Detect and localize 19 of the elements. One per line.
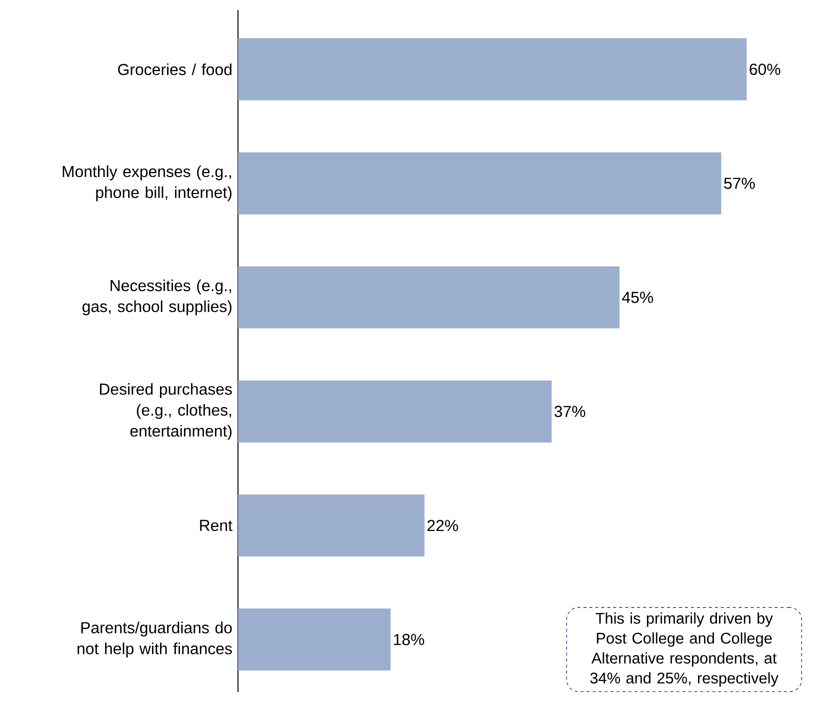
y-tick-label: Monthly expenses (e.g., phone bill, internet)	[62, 165, 232, 202]
y-tick-label: Parents/guardians do not help with finances	[78, 622, 232, 658]
y-tick-label: Desired purchases (e.g., clothes, entertainment)	[100, 383, 232, 440]
data-label: 45%	[622, 292, 654, 304]
bar	[238, 380, 552, 442]
bar	[238, 608, 391, 671]
data-label: 22%	[428, 520, 458, 532]
y-tick-label: Groceries / food	[118, 63, 232, 76]
y-tick-label: Necessities (e.g., gas, school supplies)	[82, 280, 232, 316]
data-label: 57%	[724, 178, 755, 189]
bar	[238, 266, 620, 328]
annotation: This is primarily driven by Post College and College Alternative respondents, at 34% and 25%, respectively	[590, 612, 778, 687]
y-tick-label: Rent	[200, 520, 232, 532]
bar	[238, 152, 722, 214]
data-label: 37%	[554, 406, 586, 418]
data-label: 60%	[750, 64, 780, 75]
data-label: 18%	[394, 634, 424, 646]
bar	[238, 494, 425, 556]
bar	[238, 38, 747, 100]
